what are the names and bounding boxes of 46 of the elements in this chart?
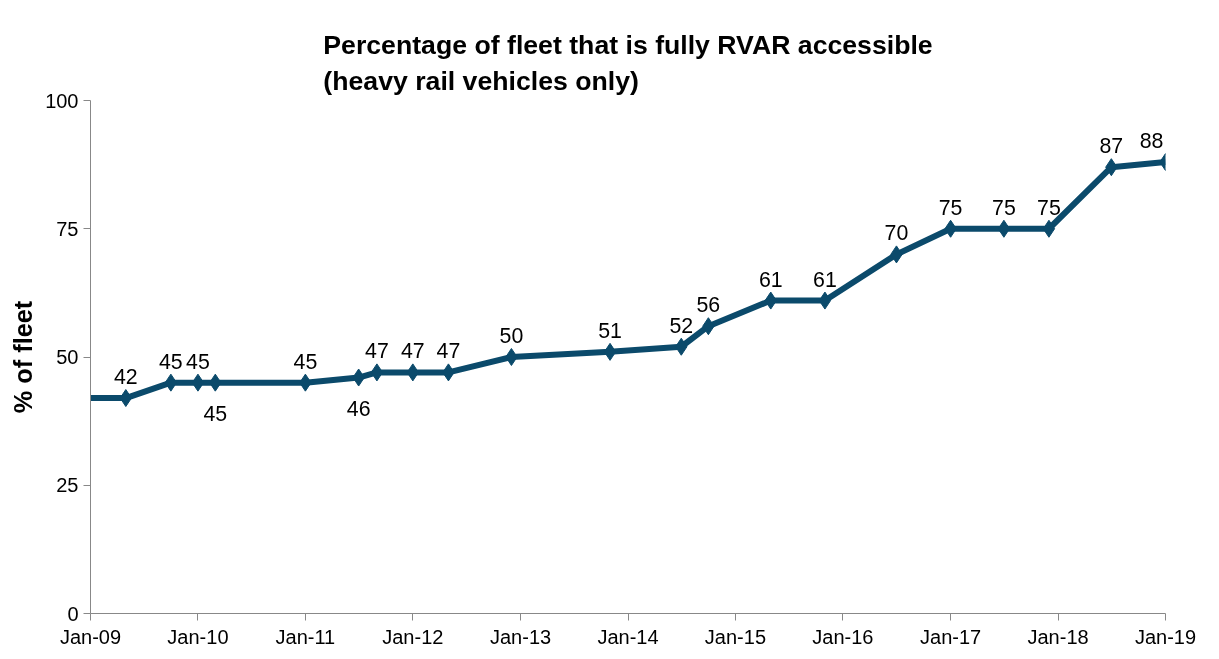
x-tick-label: Jan-16 (812, 625, 874, 648)
data-label: 56 (696, 293, 721, 318)
data-label: 52 (669, 313, 694, 338)
data-label: 45 (159, 349, 183, 374)
chart-title: Percentage of fleet that is fully RVAR accessible (heavy rail vehicles only) (323, 29, 933, 96)
x-tick-label: Jan-19 (1134, 625, 1197, 648)
data-label: 45 (293, 349, 318, 374)
data-label: 75 (992, 195, 1016, 220)
data-label: 51 (598, 318, 622, 343)
data-label: 61 (813, 267, 837, 292)
x-tick-label: Jan-14 (597, 625, 659, 648)
x-tick-label: Jan-12 (382, 625, 444, 648)
data-label: 47 (436, 339, 461, 364)
point (1042, 219, 1056, 238)
x-tick-label: Jan-15 (704, 625, 767, 648)
point (191, 373, 205, 392)
x-tick-label: Jan-11 (275, 625, 336, 648)
data-label: 50 (499, 324, 524, 348)
data-label: 70 (884, 221, 909, 246)
data-label: 88 (1139, 129, 1164, 154)
data-label: 45 (203, 401, 228, 426)
data-label: 47 (400, 339, 425, 364)
x-tick-label: Jan-10 (167, 625, 229, 648)
y-tick-label: 50 (56, 346, 79, 368)
data-label: 61 (758, 267, 783, 292)
y-axis-title: % of fleet (9, 300, 38, 414)
data-label: 45 (186, 349, 210, 374)
data-label: 42 (113, 365, 138, 390)
point (370, 363, 384, 382)
y-tick-label: 75 (56, 217, 79, 240)
x-tick-label: Jan-17 (920, 625, 982, 648)
point (997, 219, 1011, 238)
point (505, 348, 518, 366)
x-tick-label: Jan-09 (59, 625, 122, 648)
data-label: 75 (1037, 195, 1061, 220)
data-label: 75 (938, 195, 963, 220)
data-label: 87 (1099, 134, 1124, 159)
point (818, 291, 832, 310)
x-tick-label: Jan-13 (489, 625, 552, 648)
data-label: 47 (365, 339, 389, 364)
point (164, 373, 178, 392)
y-tick-label: 100 (45, 89, 79, 112)
y-tick-label: 0 (67, 602, 79, 625)
x-tick-label: Jan-18 (1027, 625, 1089, 648)
data-label: 46 (346, 396, 371, 421)
y-tick-label: 25 (56, 474, 79, 497)
